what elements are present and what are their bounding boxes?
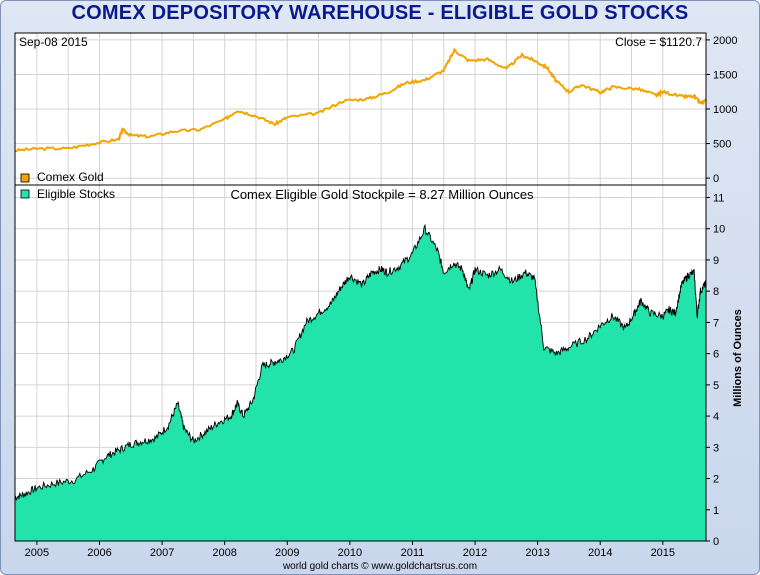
- x-tick-label: 2012: [463, 547, 487, 559]
- stocks-legend-label: Eligible Stocks: [37, 187, 115, 201]
- x-tick-label: 2006: [87, 547, 111, 559]
- chart-title: COMEX DEPOSITORY WAREHOUSE - ELIGIBLE GO…: [71, 2, 689, 24]
- stocks-tick-label: 8: [713, 286, 719, 298]
- stocks-tick-label: 2: [713, 474, 719, 486]
- gold-tick-label: 500: [713, 139, 731, 151]
- stocks-tick-label: 10: [713, 224, 725, 236]
- x-tick-label: 2005: [25, 547, 49, 559]
- x-tick-label: 2007: [150, 547, 174, 559]
- stocks-outline: [14, 223, 707, 502]
- x-tick-label: 2009: [275, 547, 299, 559]
- stocks-tick-label: 3: [713, 442, 719, 454]
- stocks-tick-label: 0: [713, 536, 719, 548]
- stocks-panel-border: [14, 184, 707, 542]
- stocks-tick-label: 6: [713, 349, 719, 361]
- gold-tick-label: 1500: [713, 69, 737, 81]
- x-tick-label: 2008: [212, 547, 236, 559]
- stocks-tick-label: 4: [713, 411, 719, 423]
- gold-legend-label: Comex Gold: [37, 170, 104, 184]
- stocks-tick-label: 5: [713, 380, 719, 392]
- stocks-tick-label: 7: [713, 317, 719, 329]
- stocks-area: [15, 225, 706, 541]
- stocks-tick-label: 1: [713, 505, 719, 517]
- stocks-tick-label: 9: [713, 255, 719, 267]
- gold-tick-label: 2000: [713, 35, 737, 47]
- gold-legend-swatch: [20, 173, 30, 183]
- x-tick-label: 2010: [338, 547, 362, 559]
- footer-credit: world gold charts © www.goldchartsrus.co…: [282, 561, 477, 572]
- x-tick-label: 2014: [588, 547, 612, 559]
- x-tick-label: 2011: [401, 547, 425, 559]
- y-axis-label: Millions of Ounces: [732, 309, 744, 407]
- x-tick-label: 2015: [651, 547, 675, 559]
- gold-tick-label: 0: [713, 173, 719, 185]
- date-label: Sep-08 2015: [19, 35, 88, 49]
- gold-price-line: [14, 47, 707, 153]
- gold-tick-label: 1000: [713, 104, 737, 116]
- stocks-legend-swatch: [20, 189, 30, 199]
- stocks-tick-label: 11: [713, 192, 724, 204]
- close-price-label: Close = $1120.7: [615, 35, 702, 49]
- x-tick-label: 2013: [525, 547, 549, 559]
- stockpile-title: Comex Eligible Gold Stockpile = 8.27 Mil…: [230, 187, 534, 202]
